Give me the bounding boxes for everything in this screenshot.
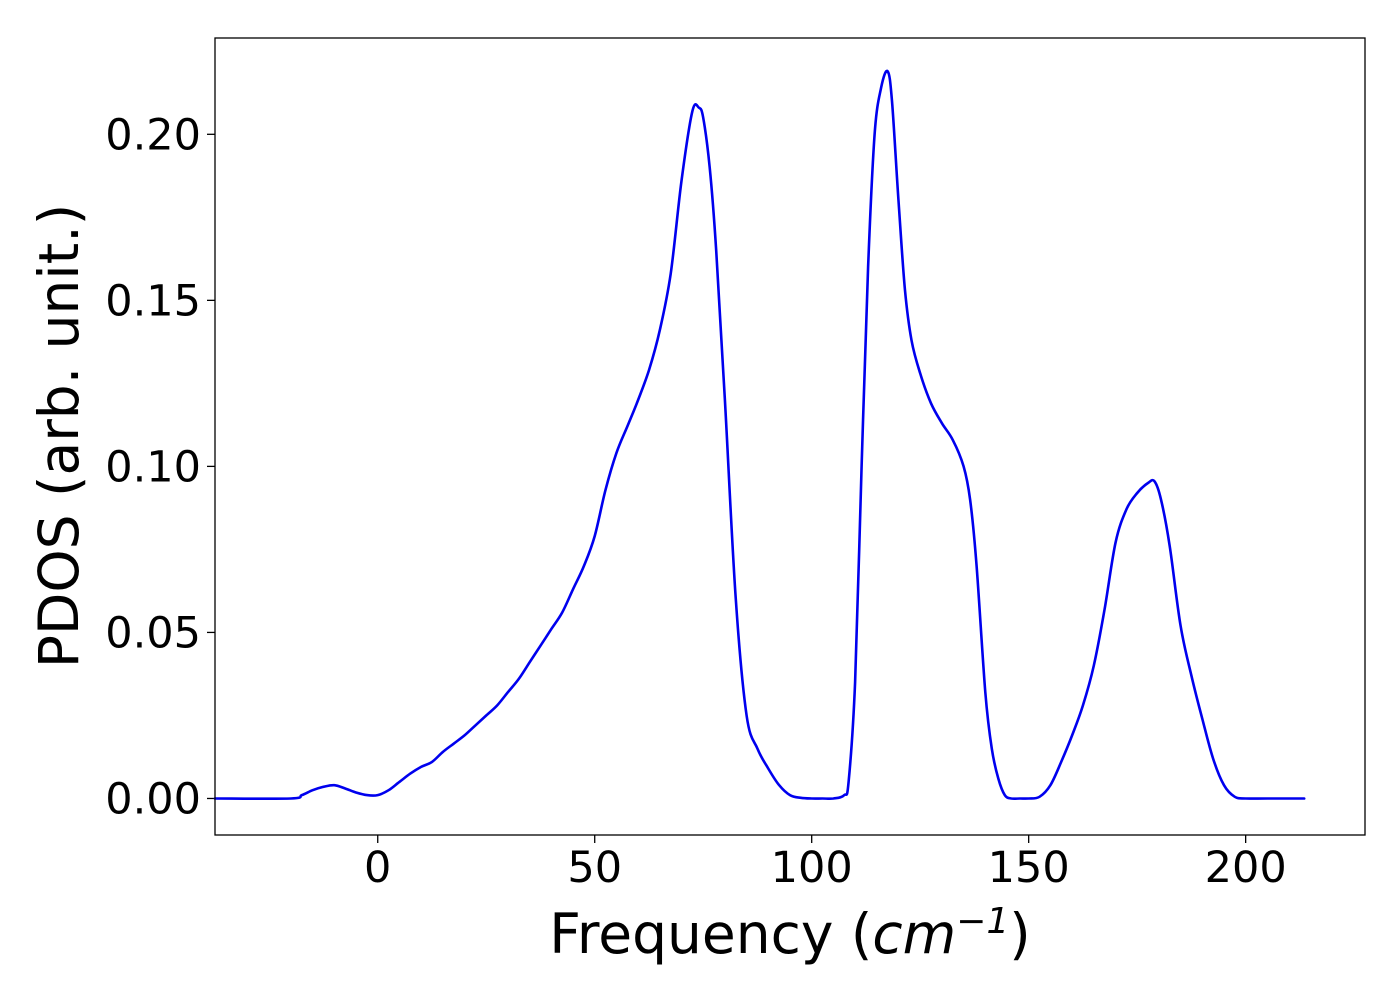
x-tick-label: 150 — [988, 843, 1070, 893]
x-axis-title: Frequency (cm−1) — [549, 901, 1030, 967]
x-axis-ticks: 0 50 100 150 200 — [364, 835, 1287, 893]
y-tick-label: 0.20 — [105, 110, 201, 160]
y-tick-label: 0.15 — [105, 276, 201, 326]
x-axis-title-text: Frequency ( — [549, 902, 872, 966]
series-line-pdos — [213, 69, 1306, 801]
y-axis-title: PDOS (arb. unit.) — [27, 204, 91, 668]
x-axis-title-unit: cm — [872, 902, 956, 966]
x-axis-title-exponent: −1 — [956, 901, 1009, 942]
x-tick-label: 0 — [364, 843, 391, 893]
x-tick-label: 200 — [1205, 843, 1287, 893]
x-tick-label: 100 — [771, 843, 853, 893]
y-tick-label: 0.00 — [105, 774, 201, 824]
x-axis-title-close: ) — [1009, 902, 1030, 966]
y-axis-ticks: 0.00 0.05 0.10 0.15 0.20 — [105, 110, 215, 824]
y-tick-label: 0.05 — [105, 608, 201, 658]
y-tick-label: 0.10 — [105, 442, 201, 492]
x-tick-label: 50 — [567, 843, 622, 893]
plot-frame — [214, 37, 1366, 836]
